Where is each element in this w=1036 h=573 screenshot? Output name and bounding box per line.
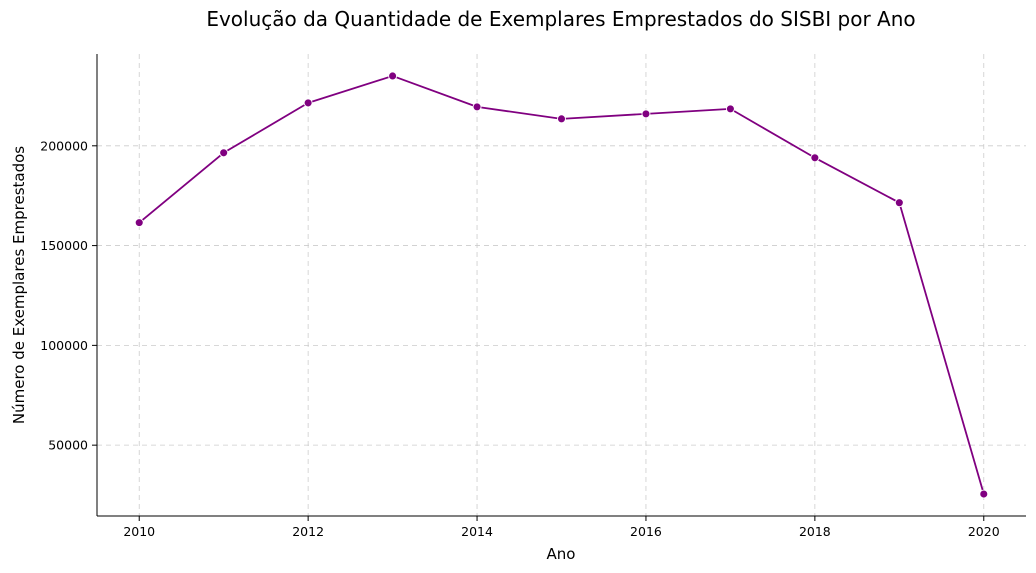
grid-layer	[97, 54, 1026, 516]
x-tick-label-3: 2016	[630, 524, 662, 539]
ticks-layer: 2010 2012 2014 2016 2018 2020 50000 100000 15000…	[40, 138, 999, 539]
x-tick-label-5: 2020	[968, 524, 1000, 539]
y-tick-label-2: 150000	[40, 238, 88, 253]
data-point-2019	[894, 198, 904, 208]
series-line-0	[138, 75, 985, 495]
y-tick-label-1: 100000	[40, 338, 88, 353]
data-point-2017	[725, 104, 735, 114]
x-tick-label-0: 2010	[123, 524, 155, 539]
data-point-2013	[388, 71, 398, 81]
data-point-2018	[810, 153, 820, 163]
x-tick-label-4: 2018	[799, 524, 831, 539]
data-point-2012	[303, 98, 313, 108]
x-tick-label-2: 2014	[461, 524, 493, 539]
axes-layer	[96, 54, 1026, 517]
series-layer	[134, 71, 989, 499]
y-tick-label-0: 50000	[48, 438, 88, 453]
data-point-2011	[219, 148, 229, 158]
data-point-2014	[472, 102, 482, 112]
data-point-2020	[979, 489, 989, 499]
x-axis-label: Ano	[547, 545, 576, 563]
x-tick-label-1: 2012	[292, 524, 324, 539]
data-point-2010	[134, 218, 144, 228]
data-point-2015	[557, 114, 566, 124]
y-axis-label: Número de Exemplares Emprestados	[10, 146, 28, 424]
chart-title: Evolução da Quantidade de Exemplares Emp…	[206, 7, 915, 31]
y-tick-label-3: 200000	[40, 138, 88, 153]
data-point-2016	[641, 109, 651, 119]
